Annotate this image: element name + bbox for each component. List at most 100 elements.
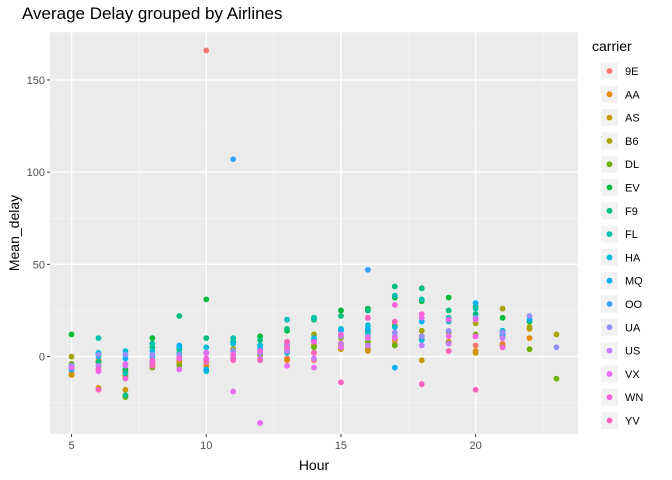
data-point-yv (230, 357, 237, 364)
data-point-vx (364, 335, 371, 342)
data-point-yv (284, 338, 290, 345)
y-tick-label: 150 (27, 75, 45, 87)
data-point-fl (95, 335, 102, 342)
x-tick-label: 10 (200, 440, 212, 452)
legend-key-vx (606, 371, 613, 377)
data-point-wn (230, 351, 237, 358)
data-point-vx (68, 364, 75, 371)
data-point-f9 (445, 307, 452, 314)
legend-label-fl: FL (625, 229, 638, 241)
data-point-ha (203, 344, 210, 351)
data-point-vx (122, 361, 129, 367)
legend-key-yv (606, 417, 613, 424)
x-axis-ticks: 5 10 15 20 (68, 434, 482, 452)
data-point-as (122, 386, 129, 393)
data-point-as (472, 349, 479, 356)
legend-label-f9: F9 (625, 206, 638, 218)
data-point-yv (418, 381, 425, 388)
plot-panel (50, 32, 578, 434)
legend-key-as (606, 114, 613, 121)
data-point-wn (311, 338, 317, 345)
legend-label-ev: EV (625, 183, 640, 195)
data-point-vx (284, 362, 290, 369)
data-point-vx (338, 344, 344, 351)
legend-label-aa: AA (625, 89, 640, 101)
data-point-wn (176, 355, 183, 362)
data-point-vx (472, 316, 479, 323)
data-point-fl (122, 370, 129, 377)
legend-label-9e: 9E (625, 66, 638, 78)
data-point-vx (203, 349, 210, 356)
data-point-f9 (176, 313, 183, 319)
data-point-dl (391, 342, 398, 349)
data-point-9e (472, 342, 479, 349)
data-point-yv (95, 386, 102, 393)
legend-key-dl (606, 161, 613, 168)
data-point-mq (364, 325, 371, 332)
data-point-ua (499, 329, 506, 336)
legend-label-yv: YV (625, 416, 640, 428)
data-point-vx (176, 366, 183, 373)
chart-title: Average Delay grouped by Airlines (22, 4, 283, 23)
data-point-f9 (203, 335, 210, 342)
data-point-f9 (338, 313, 344, 319)
data-point-dl (526, 346, 533, 353)
legend-key-f9 (606, 207, 613, 214)
data-point-fl (472, 305, 479, 312)
data-point-yv (149, 362, 156, 369)
data-point-aa (284, 357, 290, 364)
data-point-dl (311, 344, 317, 351)
data-point-b6 (418, 327, 425, 334)
legend-label-oo: OO (625, 299, 643, 311)
legend-key-ua (606, 324, 613, 331)
data-point-ev (338, 307, 344, 314)
data-point-ev (149, 335, 156, 342)
data-point-ev (445, 294, 452, 301)
data-point-f9 (391, 283, 398, 290)
legend-label-as: AS (625, 113, 640, 125)
data-point-mq (176, 342, 183, 349)
legend-key-fl (606, 231, 613, 238)
legend-key-mq (606, 277, 613, 284)
data-point-us (499, 335, 506, 342)
data-point-wn (284, 344, 290, 351)
data-point-ua (149, 351, 156, 358)
y-axis-ticks: 0 50 100 150 (27, 75, 50, 364)
data-point-mq (391, 364, 398, 371)
data-point-us (311, 355, 317, 362)
data-point-wn (391, 302, 398, 308)
data-point-fl (230, 335, 237, 342)
data-point-vx (257, 420, 264, 426)
x-tick-label: 15 (335, 440, 347, 452)
y-tick-label: 100 (27, 167, 45, 179)
x-axis-label: Hour (299, 457, 330, 473)
data-point-ua (445, 327, 452, 334)
data-point-fl (149, 340, 156, 347)
legend-label-mq: MQ (625, 276, 643, 288)
data-point-yv (311, 349, 317, 356)
legend-label-b6: B6 (625, 136, 638, 148)
data-point-wn (472, 333, 479, 340)
data-point-yv (203, 359, 210, 365)
data-point-f9 (364, 307, 371, 314)
data-point-wn (499, 344, 506, 351)
data-point-fl (418, 296, 425, 303)
data-point-us (364, 342, 371, 349)
legend-title: carrier (592, 38, 632, 54)
data-point-f9 (418, 285, 425, 292)
x-tick-label: 20 (470, 440, 482, 452)
data-point-9e (203, 47, 210, 54)
data-point-as (418, 357, 425, 364)
data-point-fl (284, 316, 290, 323)
data-point-ha (230, 340, 237, 347)
data-point-oo (230, 156, 237, 163)
data-point-ha (391, 324, 398, 330)
data-point-us (418, 342, 425, 349)
legend-key-wn (606, 394, 613, 401)
data-point-b6 (499, 305, 506, 312)
data-point-vx (445, 333, 452, 340)
data-point-fl (311, 314, 317, 321)
data-point-yv (445, 348, 452, 354)
data-point-b6 (553, 331, 560, 338)
